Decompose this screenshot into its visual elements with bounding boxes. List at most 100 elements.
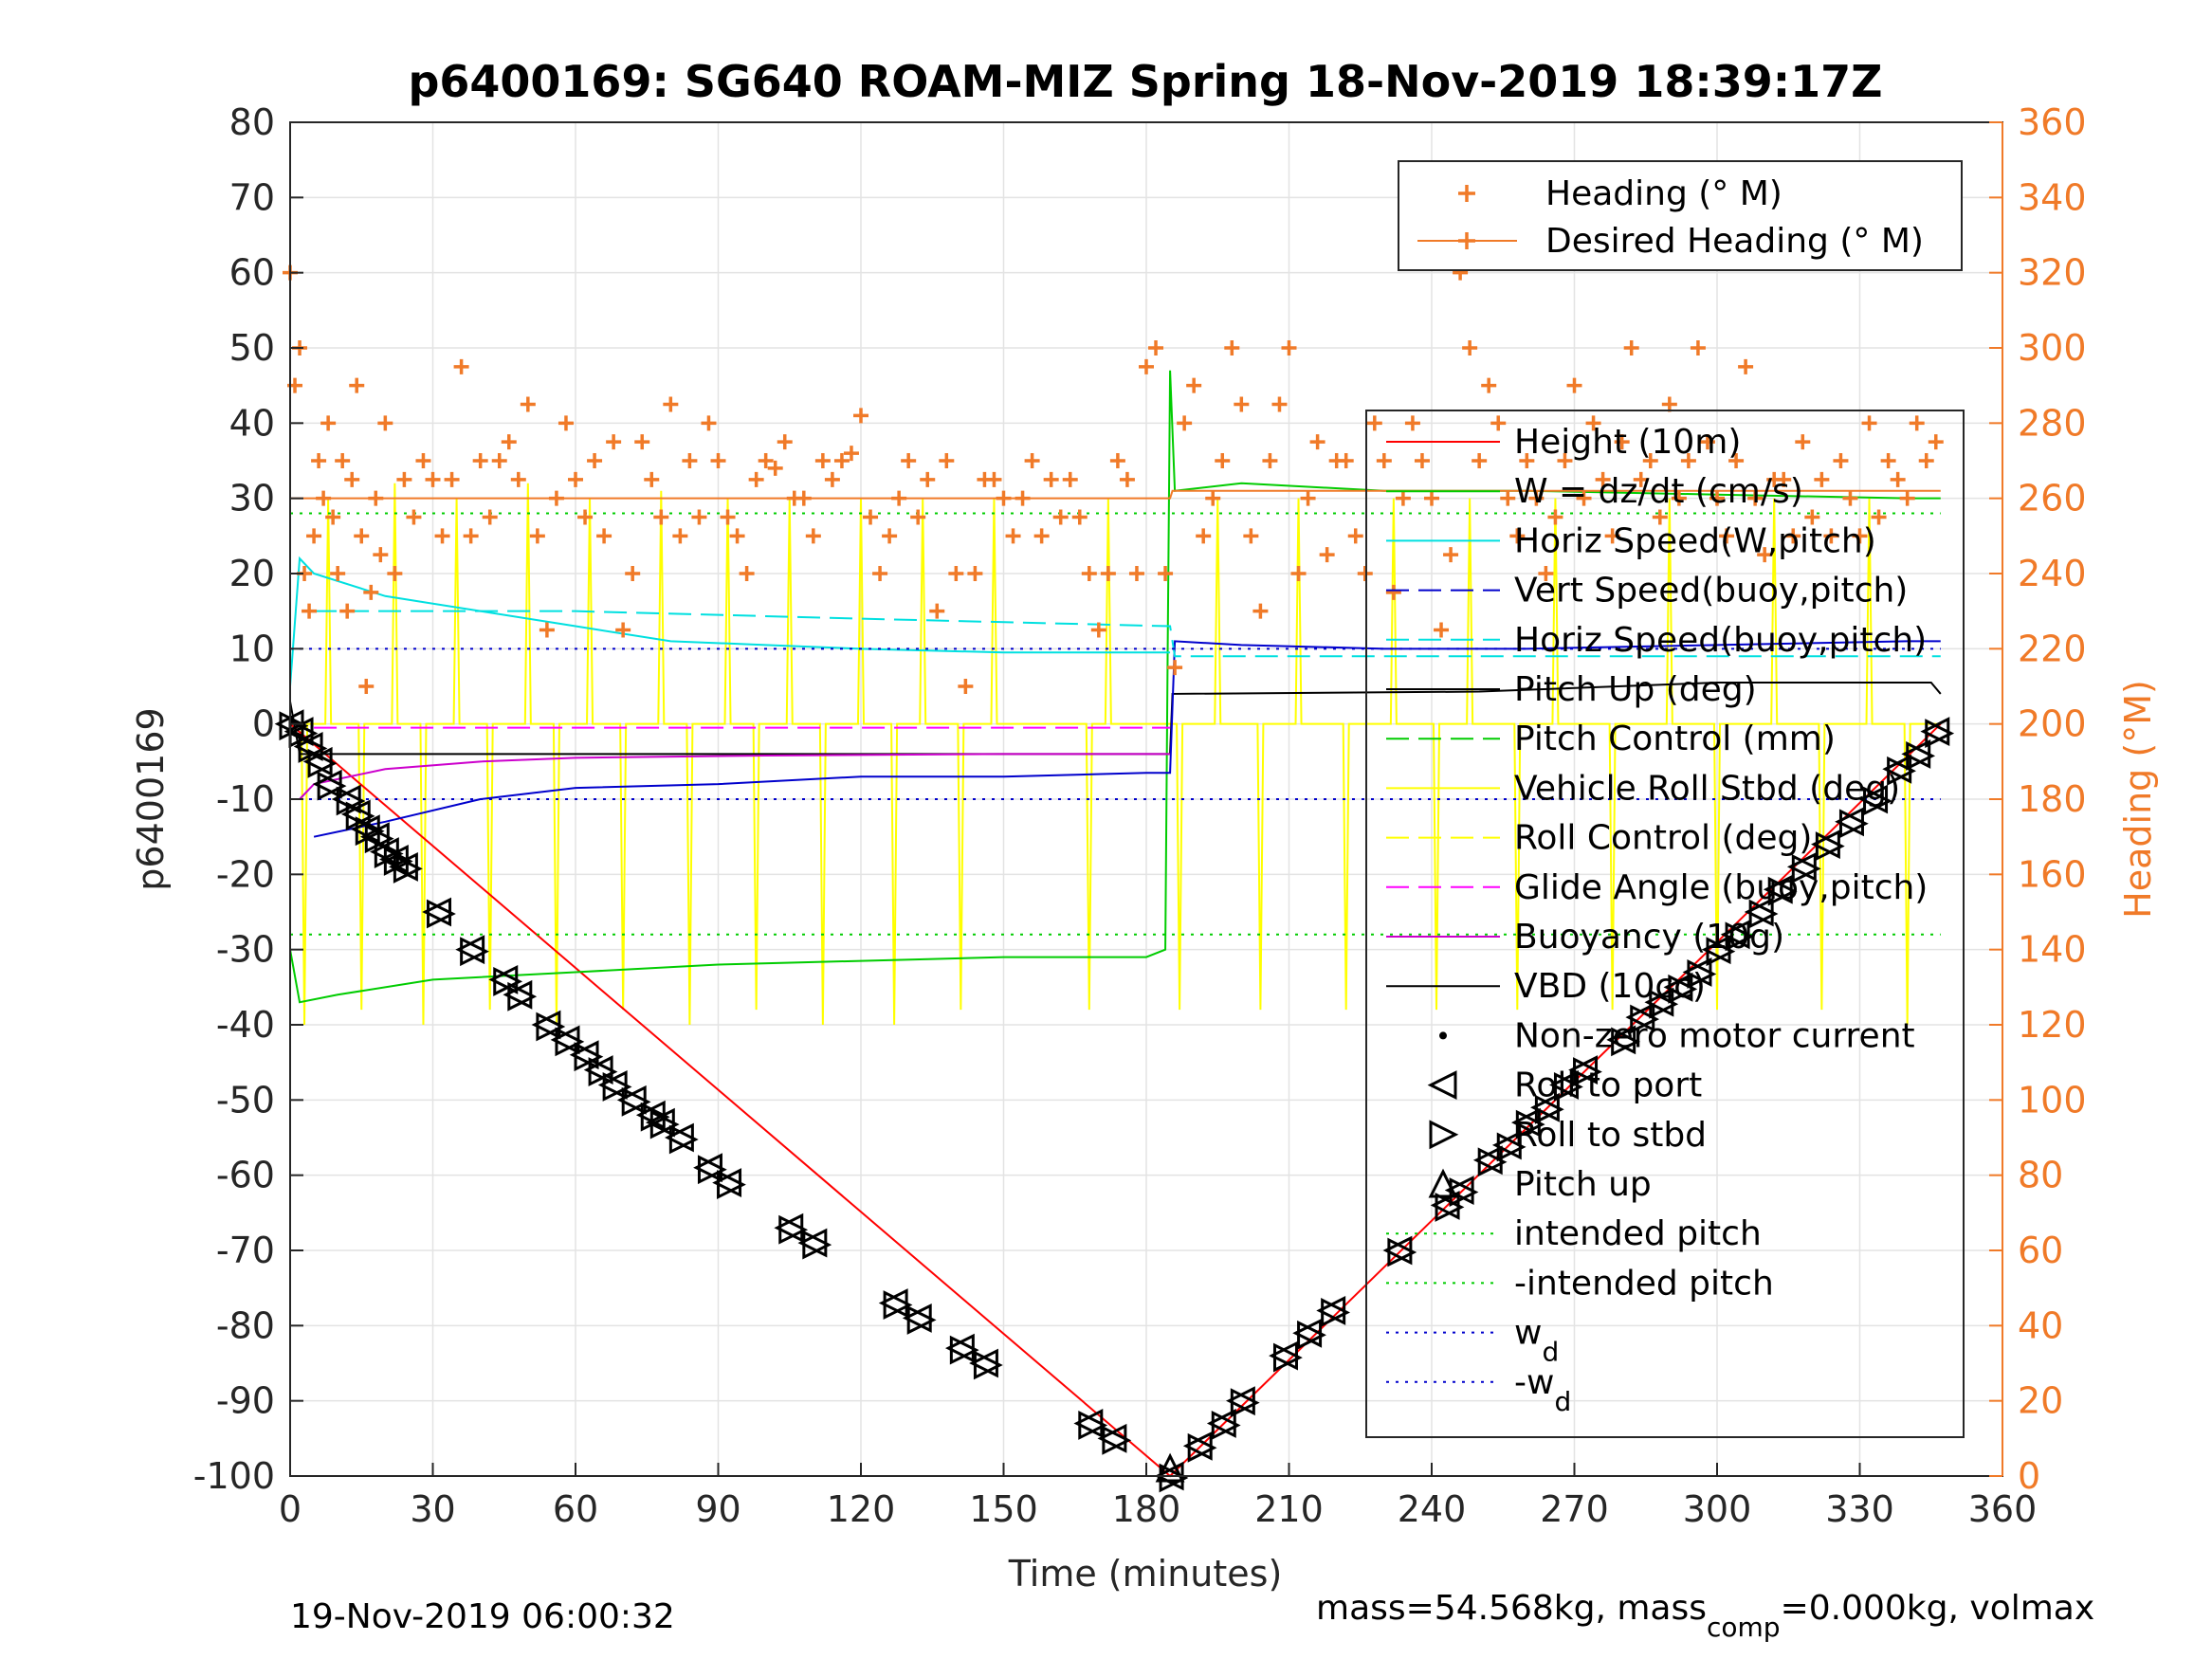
roll-stbd-marker	[1906, 740, 1936, 771]
heading-marker	[1243, 528, 1259, 544]
heading-marker	[577, 509, 594, 525]
heading-marker	[1158, 566, 1174, 581]
y-tick-label: -40	[216, 1004, 275, 1046]
heading-marker	[814, 453, 831, 468]
heading-marker	[1699, 434, 1715, 450]
heading-marker	[1604, 528, 1620, 544]
y2-tick-label: 240	[2018, 553, 2087, 594]
x-axis: 0 30 60 90 120 150 180 210 240 270 300 330 360	[279, 1463, 2037, 1530]
y-axis-right: 0 20 40 60 80 100 120 140 160 180 200 220 240 260 280 3…	[1989, 101, 2087, 1497]
heading-marker	[1186, 377, 1202, 393]
roll-stbd-marker	[1838, 809, 1869, 839]
legend-heading: Heading (° M) Desired Heading (° M)	[1398, 160, 1963, 271]
legend-main-label: Pitch Up (deg)	[1514, 670, 1757, 709]
roll-stbd-marker	[906, 1304, 937, 1335]
heading-marker	[358, 679, 375, 694]
heading-marker	[434, 528, 450, 544]
heading-marker	[1434, 622, 1450, 638]
heading-marker	[1519, 453, 1535, 468]
heading-marker	[1196, 528, 1212, 544]
roll-stbd-marker	[1887, 756, 1916, 786]
legend-main-label: Vert Speed(buoy,pitch)	[1514, 572, 1908, 611]
chart-title: p6400169: SG640 ROAM-MIZ Spring 18-Nov-2…	[408, 56, 1882, 107]
legend-main-label: Height (10m)	[1514, 423, 1741, 462]
y-axis-label: p6400169	[130, 707, 172, 890]
roll-stbd-marker	[1496, 1132, 1526, 1162]
heading-marker	[491, 453, 507, 468]
y2-tick-label: 100	[2018, 1079, 2087, 1121]
heading-marker	[1661, 396, 1677, 412]
y-tick-label: -50	[216, 1079, 275, 1121]
heading-marker	[339, 603, 356, 619]
heading-marker	[1566, 377, 1582, 393]
heading-marker	[1509, 528, 1526, 544]
heading-marker	[1842, 490, 1858, 506]
y2-tick-label: 200	[2018, 703, 2087, 745]
heading-marker	[1814, 471, 1830, 487]
roll-stbd-marker	[1925, 719, 1955, 749]
y-tick-label: -80	[216, 1304, 275, 1346]
y2-axis-label: Heading (°M)	[2117, 680, 2159, 919]
heading-marker	[596, 528, 612, 544]
pitch-up-marker	[1155, 1452, 1185, 1483]
heading-marker	[833, 453, 850, 468]
heading-marker	[1309, 434, 1325, 450]
heading-marker	[1472, 453, 1488, 468]
heading-marker	[729, 528, 745, 544]
roll-stbd-marker	[649, 1109, 680, 1139]
heading-marker	[958, 679, 974, 694]
heading-marker	[1062, 471, 1078, 487]
heading-marker	[1481, 377, 1497, 393]
heading-marker	[1052, 509, 1069, 525]
heading-marker	[824, 471, 840, 487]
heading-marker	[1015, 490, 1031, 506]
heading-marker	[710, 453, 726, 468]
heading-marker	[1043, 471, 1059, 487]
heading-marker	[1357, 566, 1373, 581]
heading-marker	[1376, 453, 1392, 468]
y-tick-label: -60	[216, 1155, 275, 1196]
roll-stbd-marker	[1515, 1109, 1545, 1139]
heading-marker	[1547, 509, 1563, 525]
y2-tick-label: 360	[2018, 101, 2087, 143]
y2-tick-label: 340	[2018, 176, 2087, 218]
heading-marker	[805, 528, 821, 544]
heading-marker	[1024, 453, 1040, 468]
heading-marker	[672, 528, 688, 544]
heading-marker	[1167, 660, 1183, 676]
heading-marker	[701, 415, 717, 431]
legend-heading-box	[1398, 160, 1963, 271]
grid	[289, 121, 2003, 1477]
footer-mass-sub: comp	[1707, 1612, 1781, 1643]
heading-marker	[548, 490, 564, 506]
heading-marker	[1395, 490, 1411, 506]
y2-tick-label: 300	[2018, 327, 2087, 369]
roll-stbd-marker	[1863, 786, 1892, 816]
y-tick-label: -90	[216, 1380, 275, 1422]
heading-marker	[1871, 509, 1887, 525]
x-tick-label: 330	[1825, 1488, 1894, 1530]
heading-marker	[1385, 584, 1401, 600]
heading-marker	[920, 471, 936, 487]
heading-marker	[1490, 415, 1507, 431]
x-tick-label: 30	[410, 1488, 455, 1530]
heading-marker	[1585, 415, 1601, 431]
y-tick-label: 70	[229, 176, 275, 218]
roll-stbd-marker	[588, 1057, 618, 1087]
heading-marker	[1290, 566, 1307, 581]
heading-marker	[1890, 471, 1906, 487]
heading-marker	[302, 603, 318, 619]
roll-stbd-marker	[536, 1012, 566, 1042]
heading-marker	[1804, 509, 1820, 525]
footer-timestamp: 19-Nov-2019 06:00:32	[290, 1597, 675, 1636]
heading-marker	[863, 509, 879, 525]
y-tick-label: -100	[193, 1455, 275, 1497]
heading-marker	[1347, 528, 1363, 544]
heading-marker	[1880, 453, 1896, 468]
heading-marker	[1404, 415, 1420, 431]
heading-marker	[311, 453, 327, 468]
heading-marker	[1338, 453, 1354, 468]
heading-marker	[777, 434, 793, 450]
roll-stbd-marker	[493, 966, 523, 996]
heading-marker	[1252, 603, 1269, 619]
